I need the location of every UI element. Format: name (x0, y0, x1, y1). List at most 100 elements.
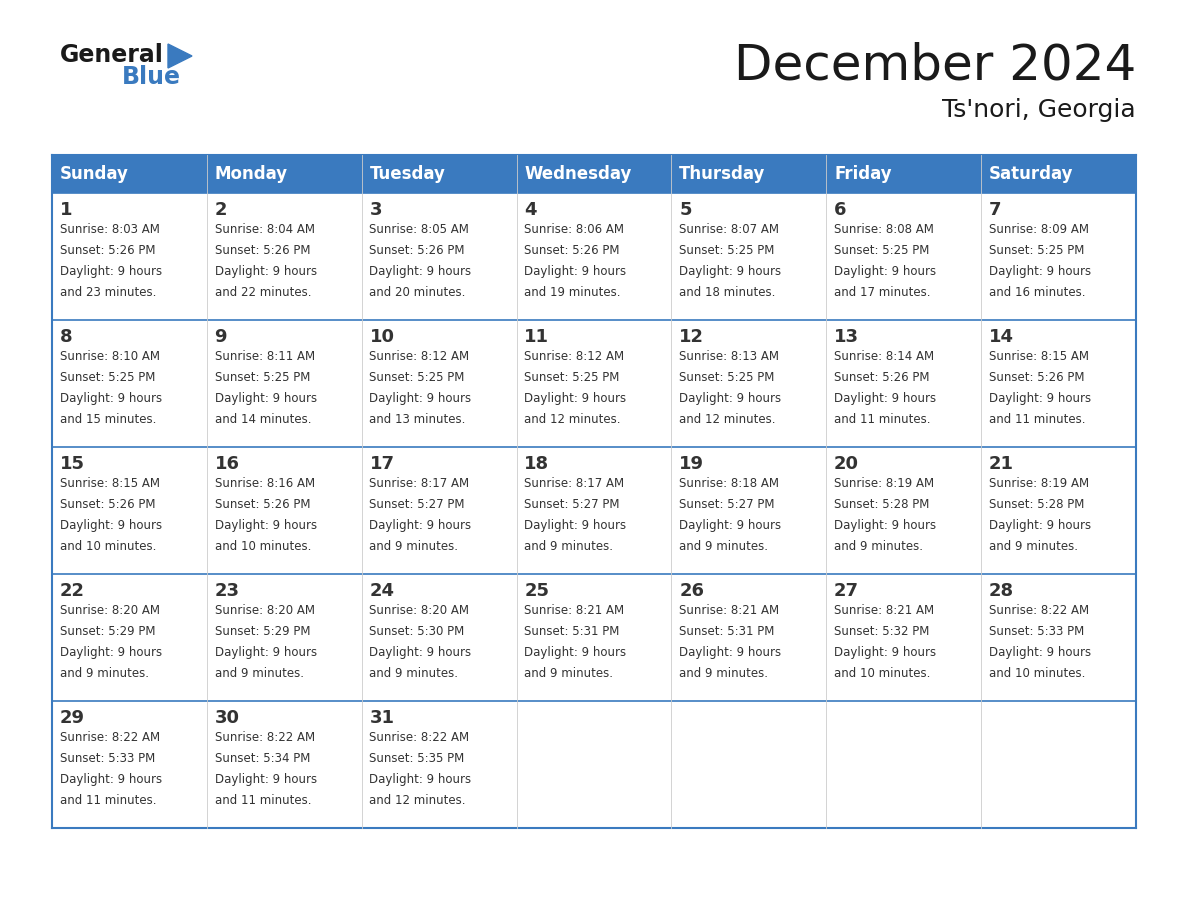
Bar (52, 193, 1136, 320)
Text: Blue: Blue (122, 65, 181, 89)
Text: Sunrise: 8:20 AM: Sunrise: 8:20 AM (215, 604, 315, 617)
Text: Daylight: 9 hours: Daylight: 9 hours (369, 519, 472, 532)
Text: Sunset: 5:25 PM: Sunset: 5:25 PM (369, 371, 465, 384)
Text: Daylight: 9 hours: Daylight: 9 hours (369, 646, 472, 659)
Text: Sunday: Sunday (59, 165, 128, 183)
Text: 5: 5 (680, 201, 691, 219)
Text: 14: 14 (988, 328, 1013, 346)
Text: Sunrise: 8:13 AM: Sunrise: 8:13 AM (680, 350, 779, 363)
Text: Wednesday: Wednesday (524, 165, 632, 183)
Text: Tuesday: Tuesday (369, 165, 446, 183)
Text: and 18 minutes.: and 18 minutes. (680, 286, 776, 299)
Text: and 22 minutes.: and 22 minutes. (215, 286, 311, 299)
Text: 12: 12 (680, 328, 704, 346)
Text: 6: 6 (834, 201, 847, 219)
Text: Sunset: 5:26 PM: Sunset: 5:26 PM (215, 244, 310, 257)
Text: Friday: Friday (834, 165, 892, 183)
Text: Sunset: 5:27 PM: Sunset: 5:27 PM (369, 498, 465, 511)
Text: Daylight: 9 hours: Daylight: 9 hours (59, 646, 162, 659)
Text: Daylight: 9 hours: Daylight: 9 hours (834, 265, 936, 278)
Bar (207, 155, 361, 193)
Text: Ts'nori, Georgia: Ts'nori, Georgia (942, 98, 1136, 122)
Text: 2: 2 (215, 201, 227, 219)
Text: Sunset: 5:25 PM: Sunset: 5:25 PM (680, 244, 775, 257)
Text: Sunrise: 8:12 AM: Sunrise: 8:12 AM (369, 350, 469, 363)
Text: 7: 7 (988, 201, 1001, 219)
Text: 25: 25 (524, 582, 549, 600)
Text: and 9 minutes.: and 9 minutes. (215, 667, 304, 680)
Text: and 9 minutes.: and 9 minutes. (834, 540, 923, 553)
Text: Sunset: 5:26 PM: Sunset: 5:26 PM (988, 371, 1085, 384)
Text: Sunrise: 8:21 AM: Sunrise: 8:21 AM (680, 604, 779, 617)
Text: Sunrise: 8:10 AM: Sunrise: 8:10 AM (59, 350, 159, 363)
Text: Sunset: 5:26 PM: Sunset: 5:26 PM (215, 498, 310, 511)
Text: Sunset: 5:28 PM: Sunset: 5:28 PM (834, 498, 929, 511)
Text: 15: 15 (59, 455, 84, 473)
Text: and 14 minutes.: and 14 minutes. (215, 413, 311, 426)
Text: 27: 27 (834, 582, 859, 600)
Text: Sunrise: 8:05 AM: Sunrise: 8:05 AM (369, 223, 469, 236)
Text: Sunrise: 8:07 AM: Sunrise: 8:07 AM (680, 223, 779, 236)
Text: 31: 31 (369, 709, 394, 727)
Text: Sunrise: 8:22 AM: Sunrise: 8:22 AM (988, 604, 1089, 617)
Text: Daylight: 9 hours: Daylight: 9 hours (988, 646, 1091, 659)
Text: and 12 minutes.: and 12 minutes. (680, 413, 776, 426)
Text: Sunrise: 8:14 AM: Sunrise: 8:14 AM (834, 350, 934, 363)
Text: and 9 minutes.: and 9 minutes. (369, 540, 459, 553)
Text: Sunrise: 8:16 AM: Sunrise: 8:16 AM (215, 477, 315, 490)
Text: and 10 minutes.: and 10 minutes. (834, 667, 930, 680)
Text: Sunrise: 8:04 AM: Sunrise: 8:04 AM (215, 223, 315, 236)
Text: and 9 minutes.: and 9 minutes. (59, 667, 148, 680)
Bar (517, 155, 671, 193)
Text: Daylight: 9 hours: Daylight: 9 hours (369, 773, 472, 786)
Text: Sunrise: 8:19 AM: Sunrise: 8:19 AM (988, 477, 1089, 490)
Text: 24: 24 (369, 582, 394, 600)
Text: Sunrise: 8:18 AM: Sunrise: 8:18 AM (680, 477, 779, 490)
Text: Daylight: 9 hours: Daylight: 9 hours (680, 392, 782, 405)
Text: Sunset: 5:26 PM: Sunset: 5:26 PM (524, 244, 620, 257)
Text: Sunset: 5:31 PM: Sunset: 5:31 PM (524, 625, 620, 638)
Text: 29: 29 (59, 709, 84, 727)
Text: Sunset: 5:25 PM: Sunset: 5:25 PM (215, 371, 310, 384)
Text: Sunrise: 8:17 AM: Sunrise: 8:17 AM (369, 477, 469, 490)
Bar (52, 155, 207, 193)
Text: and 13 minutes.: and 13 minutes. (369, 413, 466, 426)
Text: Sunrise: 8:21 AM: Sunrise: 8:21 AM (524, 604, 625, 617)
Text: 26: 26 (680, 582, 704, 600)
Text: Daylight: 9 hours: Daylight: 9 hours (524, 392, 626, 405)
Text: Daylight: 9 hours: Daylight: 9 hours (988, 392, 1091, 405)
Text: Sunset: 5:28 PM: Sunset: 5:28 PM (988, 498, 1085, 511)
Text: and 10 minutes.: and 10 minutes. (59, 540, 156, 553)
Text: Daylight: 9 hours: Daylight: 9 hours (215, 265, 317, 278)
Text: Sunset: 5:31 PM: Sunset: 5:31 PM (680, 625, 775, 638)
Text: Daylight: 9 hours: Daylight: 9 hours (59, 265, 162, 278)
Text: Sunset: 5:30 PM: Sunset: 5:30 PM (369, 625, 465, 638)
Text: Daylight: 9 hours: Daylight: 9 hours (59, 519, 162, 532)
Text: Sunset: 5:29 PM: Sunset: 5:29 PM (215, 625, 310, 638)
Text: 9: 9 (215, 328, 227, 346)
Text: Sunrise: 8:22 AM: Sunrise: 8:22 AM (369, 731, 469, 744)
Text: December 2024: December 2024 (734, 41, 1136, 89)
Text: 10: 10 (369, 328, 394, 346)
Text: Daylight: 9 hours: Daylight: 9 hours (59, 392, 162, 405)
Text: Daylight: 9 hours: Daylight: 9 hours (834, 646, 936, 659)
Text: Daylight: 9 hours: Daylight: 9 hours (834, 392, 936, 405)
Text: Sunrise: 8:20 AM: Sunrise: 8:20 AM (369, 604, 469, 617)
Text: Daylight: 9 hours: Daylight: 9 hours (524, 519, 626, 532)
Text: Sunset: 5:26 PM: Sunset: 5:26 PM (369, 244, 465, 257)
Bar (981, 155, 1136, 193)
Text: and 9 minutes.: and 9 minutes. (988, 540, 1078, 553)
Text: Sunset: 5:25 PM: Sunset: 5:25 PM (988, 244, 1085, 257)
Text: Sunset: 5:35 PM: Sunset: 5:35 PM (369, 752, 465, 765)
Text: Sunset: 5:29 PM: Sunset: 5:29 PM (59, 625, 156, 638)
Text: Sunset: 5:33 PM: Sunset: 5:33 PM (59, 752, 154, 765)
Text: 3: 3 (369, 201, 383, 219)
Text: Sunrise: 8:17 AM: Sunrise: 8:17 AM (524, 477, 625, 490)
Text: Daylight: 9 hours: Daylight: 9 hours (680, 646, 782, 659)
Text: Daylight: 9 hours: Daylight: 9 hours (524, 265, 626, 278)
Bar (361, 155, 517, 193)
Text: and 9 minutes.: and 9 minutes. (369, 667, 459, 680)
Bar (52, 701, 1136, 828)
Text: 19: 19 (680, 455, 704, 473)
Text: 22: 22 (59, 582, 84, 600)
